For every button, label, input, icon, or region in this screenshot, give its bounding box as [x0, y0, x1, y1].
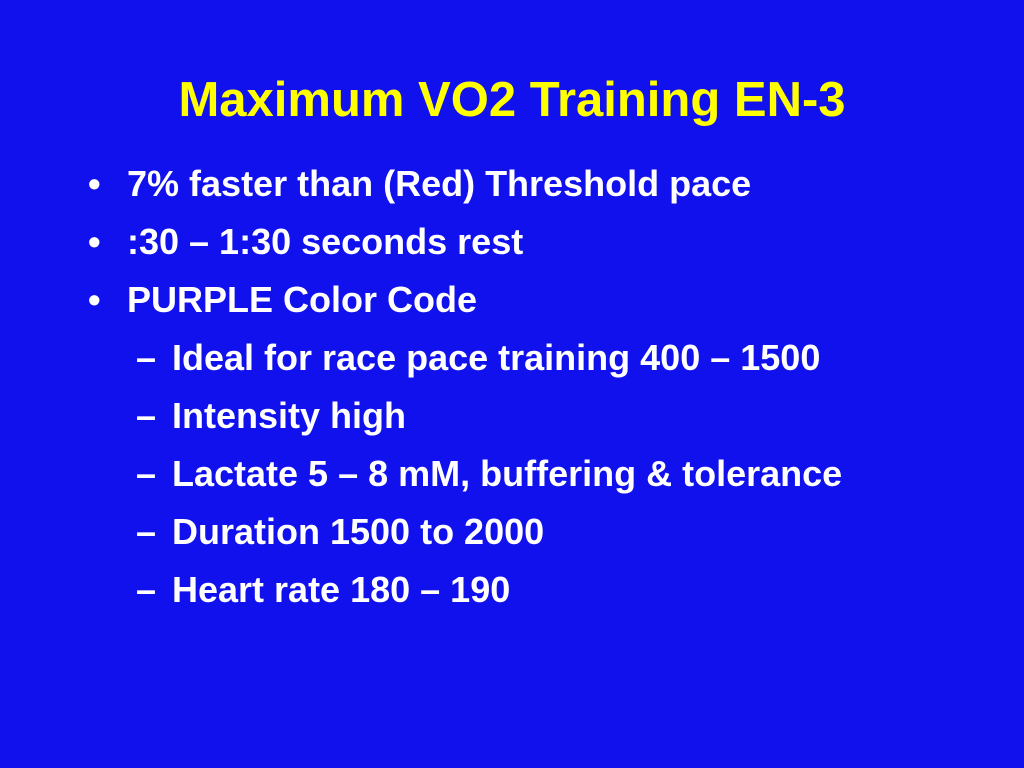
- bullet-text: Ideal for race pace training 400 – 1500: [172, 337, 821, 378]
- bullet-text: Duration 1500 to 2000: [172, 511, 545, 552]
- bullet-text: :30 – 1:30 seconds rest: [127, 221, 524, 262]
- bullet-dash: –: [136, 395, 157, 436]
- bullet-text: Heart rate 180 – 190: [172, 569, 511, 610]
- bullet-dash: –: [136, 511, 157, 552]
- sub-bullet-item: – Ideal for race pace training 400 – 1500: [0, 332, 902, 384]
- bullet-text: Lactate 5 – 8 mM, buffering & tolerance: [172, 453, 843, 494]
- bullet-text: Intensity high: [172, 395, 406, 436]
- bullet-text: 7% faster than (Red) Threshold pace: [127, 163, 752, 204]
- sub-bullet-item: – Intensity high: [0, 390, 902, 442]
- slide-title: Maximum VO2 Training EN-3: [178, 73, 846, 127]
- bullet-dot: •: [88, 221, 101, 262]
- bullet-dot: •: [88, 279, 101, 320]
- bullet-dot: •: [88, 163, 101, 204]
- bullet-item: • 7% faster than (Red) Threshold pace: [0, 158, 917, 210]
- sub-bullet-item: – Heart rate 180 – 190: [0, 564, 902, 616]
- bullet-item: • :30 – 1:30 seconds rest: [0, 216, 917, 268]
- bullet-list: • 7% faster than (Red) Threshold pace • :30…: [0, 158, 1024, 622]
- bullet-dash: –: [136, 569, 157, 610]
- bullet-dash: –: [136, 453, 157, 494]
- bullet-text: PURPLE Color Code: [127, 279, 478, 320]
- bullet-item: • PURPLE Color Code: [0, 274, 917, 326]
- sub-bullet-item: – Lactate 5 – 8 mM, buffering & tolerance: [0, 448, 902, 500]
- bullet-dash: –: [136, 337, 157, 378]
- sub-bullet-item: – Duration 1500 to 2000: [0, 506, 902, 558]
